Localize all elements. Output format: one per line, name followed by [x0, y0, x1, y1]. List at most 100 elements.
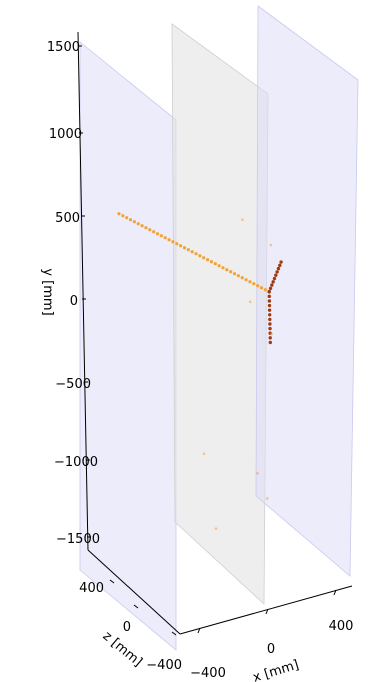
svg-text:500: 500 — [55, 211, 80, 226]
hit-point — [279, 260, 283, 264]
x-axis-line — [179, 585, 353, 635]
hit-point — [268, 326, 272, 331]
hit-point — [194, 252, 198, 256]
hit-point — [136, 222, 140, 226]
y-tick-500: 500 — [55, 211, 85, 226]
hit-point — [117, 212, 121, 216]
hit-point — [278, 263, 282, 268]
noise-hit — [270, 332, 273, 336]
svg-text:0: 0 — [123, 620, 131, 635]
hit-point — [267, 290, 271, 294]
y-tick-1500: 1500 — [47, 40, 82, 55]
hit-point — [274, 273, 278, 277]
hit-point — [270, 283, 274, 287]
hit-point — [152, 230, 156, 234]
hit-point — [140, 224, 144, 228]
x-tick-neg400: −400 — [190, 627, 226, 681]
hit-point — [198, 254, 202, 258]
hit-point — [213, 262, 217, 266]
hit-point — [159, 234, 163, 238]
hit-point — [267, 303, 272, 308]
hit-point — [268, 340, 272, 345]
hit-point — [267, 308, 272, 312]
z-tick-400: 400 — [79, 579, 115, 596]
hit-point — [132, 220, 137, 224]
hit-point — [256, 284, 260, 288]
noise-hit — [269, 243, 273, 247]
hit-point — [275, 270, 279, 274]
y-tick-0: 0 — [70, 294, 86, 309]
svg-text:1000: 1000 — [49, 127, 82, 142]
hit-point — [125, 216, 129, 220]
hit-point — [163, 236, 167, 240]
svg-text:−400: −400 — [190, 666, 226, 681]
hit-point — [217, 264, 221, 268]
hit-point — [205, 258, 210, 262]
y-axis-line — [77, 31, 89, 551]
hit-point — [155, 232, 160, 236]
z-axis-line — [87, 549, 181, 635]
hit-point — [182, 246, 187, 250]
plane-2 — [171, 23, 269, 605]
hit-point — [268, 322, 272, 326]
noise-hit — [256, 471, 259, 475]
y-tick-neg1500: −1500 — [56, 532, 100, 547]
noise-hit — [214, 527, 218, 530]
hit-point — [267, 299, 272, 303]
hits-layer — [117, 212, 283, 530]
hit-point — [268, 317, 272, 322]
plane-1 — [79, 41, 177, 651]
hit-point — [167, 238, 171, 242]
noise-hit — [265, 497, 269, 500]
hit-point — [244, 278, 248, 282]
hit-point — [259, 286, 264, 290]
y-tick-neg500: −500 — [55, 377, 91, 392]
hit-point — [209, 260, 214, 264]
y-axis-title: y [mm] — [40, 268, 55, 315]
hit-point — [240, 276, 244, 280]
hit-point — [272, 276, 277, 281]
hit-point — [121, 214, 125, 218]
hit-point — [179, 244, 183, 248]
noise-hit — [202, 452, 206, 456]
hit-point — [267, 294, 271, 299]
y-tick-neg1000: −1000 — [54, 455, 98, 470]
hit-point — [171, 240, 175, 244]
hit-point — [221, 266, 225, 270]
hit-point — [271, 280, 275, 284]
z-tick-neg400: −400 — [146, 631, 182, 673]
hit-point — [263, 288, 267, 292]
x-tick-400: 400 — [329, 589, 354, 634]
hit-point — [148, 228, 152, 232]
svg-text:0: 0 — [267, 642, 275, 657]
hit-point — [232, 272, 237, 276]
hit-point — [276, 266, 281, 271]
hit-point — [128, 218, 133, 222]
hit-point — [268, 313, 272, 317]
hit-point — [202, 256, 206, 260]
hit-point — [225, 268, 229, 272]
svg-text:400: 400 — [329, 619, 354, 634]
hit-point — [144, 226, 148, 230]
hit-point — [186, 248, 190, 252]
hit-point — [268, 286, 273, 291]
svg-text:−1000: −1000 — [54, 455, 98, 470]
hit-point — [190, 250, 194, 254]
z-tick-0: 0 — [123, 604, 139, 635]
hit-point — [248, 280, 252, 284]
hit-point — [229, 270, 233, 274]
hit-point — [236, 274, 240, 278]
hit-point — [268, 336, 272, 340]
hit-point — [252, 282, 256, 286]
svg-text:400: 400 — [79, 581, 104, 596]
svg-text:1500: 1500 — [47, 40, 80, 55]
hit-point — [175, 242, 179, 246]
x-tick-0: 0 — [265, 608, 275, 657]
svg-text:−500: −500 — [55, 377, 91, 392]
x-axis-title: x [mm] — [251, 658, 301, 682]
svg-text:0: 0 — [70, 294, 78, 309]
plane-3 — [255, 5, 359, 577]
svg-text:−1500: −1500 — [56, 532, 100, 547]
noise-hit — [248, 300, 252, 304]
